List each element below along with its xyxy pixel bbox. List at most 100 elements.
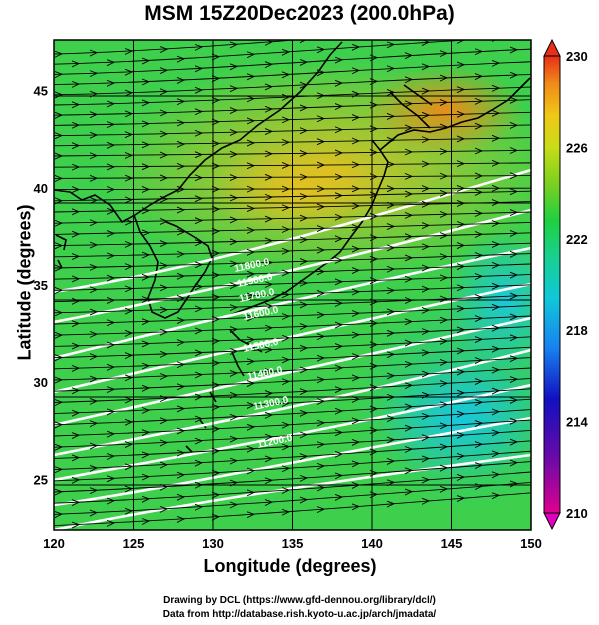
wind-arrow	[491, 199, 501, 206]
wind-arrow	[89, 111, 99, 119]
wind-arrow	[54, 331, 64, 339]
wind-arrow	[281, 185, 291, 193]
wind-arrow	[106, 230, 116, 238]
streamline	[54, 124, 531, 137]
wind-arrow	[509, 459, 519, 467]
wind-arrow	[211, 381, 221, 389]
wind-arrow	[54, 50, 64, 58]
wind-arrow	[281, 378, 291, 386]
wind-arrow	[229, 501, 239, 509]
wind-arrow	[106, 363, 116, 371]
wind-arrow	[54, 71, 64, 79]
wind-arrow	[71, 320, 81, 328]
wind-arrow	[281, 421, 291, 429]
credit-data-source: Data from http://database.rish.kyoto-u.a…	[162, 609, 437, 620]
wind-arrow	[89, 152, 99, 160]
wind-arrow	[194, 65, 204, 73]
wind-arrow	[491, 324, 501, 332]
wind-arrow	[141, 429, 151, 437]
wind-arrow	[159, 306, 169, 314]
wind-arrow	[335, 40, 336, 41]
wind-arrow	[351, 202, 361, 210]
wind-arrow	[124, 89, 134, 97]
wind-arrow	[509, 71, 519, 79]
wind-arrow	[124, 68, 134, 76]
wind-arrow	[211, 359, 221, 367]
wind-arrow	[491, 429, 501, 437]
wind-arrow	[316, 354, 326, 362]
wind-arrow	[229, 129, 239, 136]
streamline	[54, 263, 531, 280]
wind-arrow	[281, 313, 291, 320]
wind-arrow	[211, 185, 221, 193]
streamline	[54, 48, 531, 75]
wind-arrow	[439, 359, 449, 366]
wind-arrow	[316, 506, 326, 514]
wind-arrow	[71, 142, 81, 150]
wind-arrow	[491, 282, 501, 290]
wind-arrow	[316, 268, 326, 276]
wind-arrow	[281, 226, 291, 233]
wind-arrow	[54, 488, 64, 496]
wind-arrow	[491, 220, 501, 227]
wind-arrow	[421, 222, 431, 229]
streamline	[54, 61, 531, 86]
wind-arrow	[299, 301, 309, 309]
wind-arrow	[404, 339, 414, 347]
streamline	[54, 242, 531, 258]
y-axis-label: Latitude (degrees)	[14, 204, 35, 361]
wind-arrow	[229, 435, 239, 443]
wind-arrow	[159, 461, 169, 469]
wind-arrow	[439, 50, 449, 58]
wind-arrow	[474, 378, 484, 385]
wind-arrow	[176, 140, 186, 148]
wind-arrow	[124, 152, 134, 159]
wind-arrow	[299, 388, 309, 396]
wind-arrow	[456, 110, 466, 118]
wind-arrow	[211, 447, 221, 455]
warm-core-2	[210, 145, 390, 235]
wind-arrow	[264, 324, 274, 332]
wind-arrow	[509, 376, 519, 383]
x-tick-label: 120	[43, 536, 65, 551]
wind-arrow	[106, 141, 116, 149]
wind-arrow	[351, 43, 361, 51]
wind-arrow	[159, 417, 169, 425]
wind-arrow	[299, 81, 309, 89]
wind-arrow	[351, 310, 361, 317]
wind-arrow	[334, 103, 344, 110]
wind-arrow	[194, 195, 204, 203]
wind-arrow	[89, 353, 99, 361]
streamline	[54, 450, 531, 482]
wind-arrow	[264, 499, 274, 506]
wind-arrow	[334, 321, 344, 329]
wind-arrow	[176, 272, 186, 280]
wind-arrow	[211, 227, 221, 235]
wind-arrow	[456, 495, 466, 502]
wind-arrow	[141, 296, 151, 303]
wind-arrow	[141, 99, 151, 107]
wind-arrow	[299, 173, 309, 181]
wind-arrow	[474, 210, 484, 217]
streamline	[54, 398, 531, 426]
streamline	[54, 429, 531, 459]
wind-arrow	[176, 339, 186, 347]
wind-arrow	[509, 229, 519, 237]
wind-arrow	[264, 128, 274, 135]
wind-arrow	[386, 65, 396, 73]
wind-arrow	[124, 110, 134, 118]
wind-arrow	[404, 233, 414, 241]
wind-arrow	[194, 349, 204, 357]
wind-arrow	[141, 495, 151, 503]
wind-arrow	[421, 243, 431, 251]
wind-arrow	[509, 292, 519, 300]
wind-arrow	[440, 26, 447, 32]
wind-arrow	[351, 417, 361, 425]
wind-arrow	[124, 285, 134, 293]
wind-arrow	[491, 345, 501, 353]
wind-arrow	[386, 244, 396, 252]
wind-arrow	[159, 328, 169, 336]
wind-arrow	[316, 225, 326, 232]
wind-arrow	[456, 86, 466, 94]
wind-arrow	[54, 421, 64, 429]
